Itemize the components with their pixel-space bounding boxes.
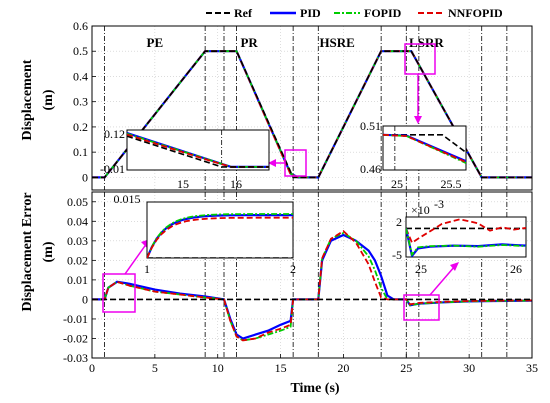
bottom-ytick-label: -0.01 [63,312,88,326]
inset-d-curves [406,218,526,257]
phase-label-hsre: HSRE [319,35,354,50]
phase-labels: PE PR HSRE LSRR [147,35,445,50]
inset-c-curve-nnfopid [147,216,293,258]
inset-a-tick: 0.12 [104,127,125,141]
bottom-ytick-label: 0.01 [67,273,88,287]
bottom-ytick-label: 0.05 [67,195,88,209]
inset-b-curves [383,133,466,164]
inset-a-curves [127,132,269,168]
bottom-ytick-label: -0.03 [63,351,88,365]
arrow-bottom-lsrr [429,265,456,296]
bottom-ytick-label: 0.04 [67,214,88,228]
bottom-xtick-label: 15 [275,361,287,375]
inset-d-curve-fopid [406,228,526,257]
inset-d-tick: 25 [415,262,427,276]
inset-c-tick: 2 [290,262,296,276]
top-ytick-label: 0.3 [73,95,88,109]
inset-d-multiplier: ×10 [411,203,430,217]
highlight-box-bottom-pe [102,273,136,313]
top-ytick-label: 0.5 [73,44,88,58]
top-ytick-label: 0.6 [73,19,88,33]
top-ytick-label: 0 [82,170,88,184]
top-ylabel-line2: (m) [41,89,56,110]
inset-a-curve-ref [127,135,269,168]
inset-b-tick: 25 [391,177,403,191]
inset-b-frame [382,125,467,171]
inset-d-frame [405,216,527,258]
inset-c-tick: 0.015 [114,192,141,206]
inset-d-multiplier-exp: -3 [434,197,444,211]
inset-bottom-pe: 0.015 1 2 [114,192,297,276]
bottom-xtick-label: 20 [337,361,349,375]
inset-c-frame [146,201,294,259]
inset-c-curve-fopid [147,213,293,258]
inset-b-curve-nnfopid [383,133,466,163]
legend: Ref PID FOPID NNFOPID [206,6,503,20]
arrowhead-top-lsrr [414,116,422,124]
highlight-box-bottom-lsrr [403,294,440,321]
phase-label-pr: PR [240,35,258,50]
top-ytick-label: 0.4 [73,69,88,83]
inset-b-tick: 25.5 [441,177,462,191]
inset-b-tick: 0.51 [360,119,381,133]
bottom-xtick-label: 30 [463,361,475,375]
bottom-xtick-label: 35 [526,361,538,375]
zoom-highlights [102,43,459,321]
top-ytick-label: 0.1 [73,145,88,159]
bottom-series-nnfopid [92,229,532,342]
bottom-xtick-label: 0 [89,361,95,375]
inset-c-curves [147,213,293,258]
bottom-series [92,229,532,342]
bottom-yticks: 0.05 0.04 0.03 0.02 0.01 0 -0.01 -0.02 -0.03 [63,195,96,365]
bottom-ytick-label: 0.02 [67,253,88,267]
bottom-ytick-label: 0.03 [67,234,88,248]
phase-label-lsrr: LSRR [409,35,444,50]
inset-top-pr: 0.12 -0.01 15 16 [100,127,270,191]
inset-a-tick: 16 [230,177,242,191]
top-ytick-label: 0.2 [73,120,88,134]
top-ylabel-line1: Displacement [20,59,35,140]
top-yticks: 0 0.1 0.2 0.3 0.4 0.5 0.6 [73,19,96,184]
displacement-error-plot: 0.05 0.04 0.03 0.02 0.01 0 -0.01 -0.02 -0.03 0 5 1… [63,191,538,375]
bottom-xtick-label: 10 [212,361,224,375]
inset-a-tick: -0.01 [100,162,125,176]
inset-b-tick: 0.46 [360,162,381,176]
inset-a-frame [126,129,270,171]
arrow-bottom-pe [124,242,148,275]
inset-bottom-lsrr: 2 -5 25 26 ×10 -3 [392,197,527,276]
highlight-box-top-lsrr [404,43,436,75]
bottom-ylabel-line2: (m) [41,241,56,262]
bottom-xtick-label: 5 [152,361,158,375]
inset-top-lsrr: 0.51 0.46 25 25.5 [360,119,467,191]
bottom-ytick-label: -0.02 [63,331,88,345]
bottom-xticks: 0 5 10 15 20 25 30 35 [89,354,538,375]
arrowhead-bottom-lsrr [450,262,459,271]
xlabel: Time (s) [290,381,339,396]
legend-ref-label: Ref [234,6,253,20]
bottom-ytick-label: 0 [82,292,88,306]
top-series-ref [92,50,532,179]
inset-d-tick: 2 [396,215,402,229]
inset-d-curve-nnfopid [406,218,526,245]
inset-d-tick: -5 [392,248,402,262]
top-series [92,50,532,179]
bottom-ylabel-line1: Displacement Error [20,192,35,311]
bottom-axes-frame [91,191,533,359]
inset-d-tick: 26 [510,262,522,276]
legend-fopid-label: FOPID [364,6,402,20]
top-axes-frame [91,25,533,191]
legend-nnfopid-label: NNFOPID [448,6,503,20]
highlight-box-top-pr [284,149,307,177]
bottom-xtick-label: 25 [400,361,412,375]
inset-c-tick: 1 [144,262,150,276]
phase-label-pe: PE [147,35,164,50]
arrowhead-top-pr [268,159,276,167]
legend-pid-label: PID [300,6,321,20]
inset-c-curve-pid [147,214,293,258]
inset-a-tick: 15 [177,177,189,191]
